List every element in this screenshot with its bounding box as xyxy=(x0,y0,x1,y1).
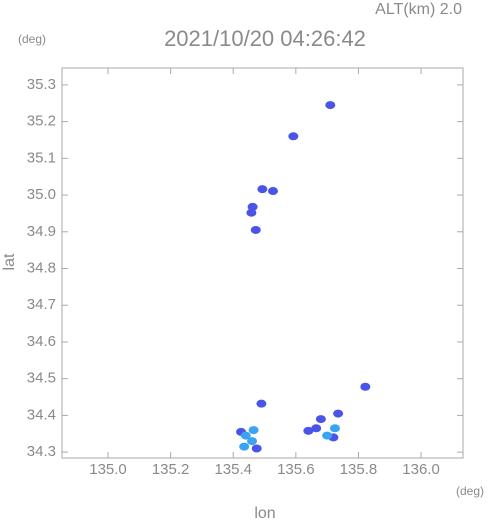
echo xyxy=(247,437,258,446)
echo xyxy=(239,442,250,451)
y-tick-label: 34.7 xyxy=(27,296,56,313)
echo xyxy=(247,202,258,211)
y-unit: (deg) xyxy=(18,32,46,46)
echo xyxy=(256,399,267,408)
plot-frame xyxy=(61,67,464,459)
echo xyxy=(360,382,371,391)
y-tick-label: 35.2 xyxy=(27,113,56,130)
echo xyxy=(329,424,340,433)
echo xyxy=(251,444,262,453)
y-tick-label: 35.1 xyxy=(27,149,56,166)
echo xyxy=(303,426,314,435)
y-tick-label: 34.8 xyxy=(27,259,56,276)
altitude-label: ALT(km) 2.0 xyxy=(375,1,462,18)
y-tick-label: 35.3 xyxy=(27,76,56,93)
y-tick-label: 34.6 xyxy=(27,333,56,350)
y-tick-label: 34.5 xyxy=(27,370,56,387)
echo xyxy=(288,132,299,141)
echo xyxy=(315,415,326,424)
x-unit: (deg) xyxy=(456,484,484,498)
x-tick-label: 135.2 xyxy=(152,461,190,478)
y-axis-label: lat xyxy=(1,253,18,270)
echo xyxy=(246,208,257,217)
x-tick-label: 135.4 xyxy=(214,461,252,478)
echo xyxy=(250,225,261,234)
y-tick-label: 35.0 xyxy=(27,186,56,203)
x-axis-label: lon xyxy=(254,505,275,521)
echo xyxy=(257,185,268,194)
echo xyxy=(325,101,336,110)
x-tick-label: 136.0 xyxy=(402,461,440,478)
y-tick-label: 34.9 xyxy=(27,223,56,240)
echo xyxy=(240,431,251,440)
y-tick-label: 34.3 xyxy=(27,443,56,460)
echo xyxy=(322,431,333,440)
y-tick-label: 34.4 xyxy=(27,406,56,423)
echo xyxy=(248,426,259,435)
echo xyxy=(267,187,278,196)
echo xyxy=(333,409,344,418)
x-tick-label: 135.6 xyxy=(277,461,315,478)
x-tick-label: 135.0 xyxy=(89,461,127,478)
chart-title: 2021/10/20 04:26:42 xyxy=(164,26,366,51)
echo xyxy=(311,424,322,433)
x-tick-label: 135.8 xyxy=(340,461,378,478)
